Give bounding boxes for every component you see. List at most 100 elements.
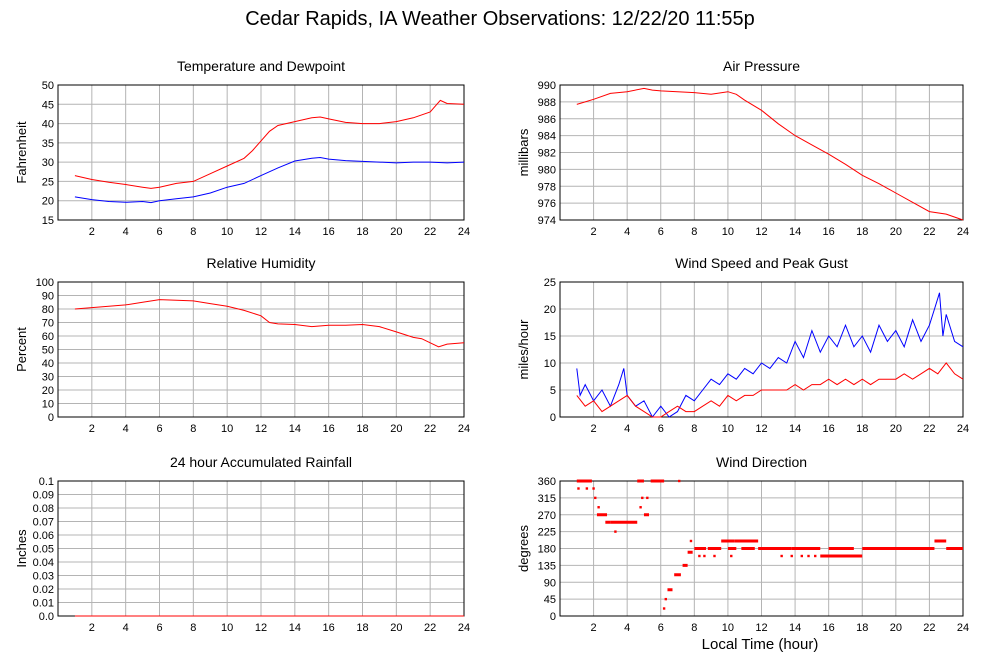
- temp-xtick-label: 14: [289, 226, 301, 238]
- dir-point: [669, 588, 673, 591]
- dir-ytick-label: 180: [538, 544, 556, 556]
- dir-chart: 2 4 6 8 10 12 14 16 18 20 22 2404590135180225270315…: [516, 454, 969, 634]
- dir-point: [585, 487, 589, 490]
- temp-ytick-label: 40: [42, 119, 54, 131]
- dir-xtick-label: 6: [658, 622, 664, 634]
- temp-series-line-1: [74, 156, 465, 204]
- wind-xtick-label: 24: [957, 423, 969, 435]
- dir-point: [639, 506, 642, 509]
- wind-ytick-label: 5: [550, 385, 556, 397]
- temp-xtick-label: 24: [458, 226, 470, 238]
- rh-xtick-label: 6: [156, 423, 162, 435]
- pressure-y-axis-label: millibars: [516, 128, 531, 176]
- temp-xtick-label: 12: [255, 226, 267, 238]
- temp-xtick-label: 10: [221, 226, 233, 238]
- pressure-xtick-label: 24: [957, 226, 969, 238]
- wind-xtick-label: 14: [789, 423, 801, 435]
- rain-xtick-label: 16: [323, 622, 335, 634]
- dir-point: [790, 554, 793, 558]
- dir-xtick-label: 22: [923, 622, 935, 634]
- dir-point: [936, 539, 940, 543]
- pressure-series-line-0: [576, 87, 964, 221]
- pressure-ytick-label: 982: [538, 148, 556, 160]
- dir-ytick-label: 360: [538, 476, 556, 488]
- wind-ytick-label: 10: [544, 358, 556, 370]
- pressure-ytick-label: 980: [538, 164, 556, 176]
- rain-ytick-label: 0.1: [39, 476, 54, 488]
- dir-xtick-label: 4: [624, 622, 630, 634]
- wind-xtick-label: 16: [823, 423, 835, 435]
- rain-xtick-label: 20: [390, 622, 402, 634]
- wind-xtick-label: 4: [624, 423, 630, 435]
- dir-point: [592, 487, 595, 490]
- wind-y-axis-label: miles/hour: [516, 319, 531, 380]
- dir-xtick-label: 16: [823, 622, 835, 634]
- rh-series-line-0: [74, 299, 465, 348]
- dir-xtick-label: 8: [691, 622, 697, 634]
- rh-ytick-label: 10: [42, 399, 54, 411]
- rh-ytick-label: 0: [48, 412, 54, 424]
- rain-xtick-label: 14: [289, 622, 301, 634]
- temp-ytick-label: 30: [42, 157, 54, 169]
- pressure-xtick-label: 2: [591, 226, 597, 238]
- rh-ytick-label: 30: [42, 372, 54, 384]
- temp-ytick-label: 20: [42, 196, 54, 208]
- pressure-xtick-label: 14: [789, 226, 801, 238]
- rh-xtick-label: 16: [323, 423, 335, 435]
- dir-ytick-label: 270: [538, 510, 556, 522]
- wind-title: Wind Speed and Peak Gust: [675, 255, 848, 271]
- temp-xtick-label: 6: [156, 226, 162, 238]
- rh-xtick-label: 20: [390, 423, 402, 435]
- dir-xtick-label: 12: [755, 622, 767, 634]
- temp-ytick-label: 45: [42, 99, 54, 111]
- dir-point: [780, 554, 783, 558]
- wind-ytick-label: 0: [550, 412, 556, 424]
- dir-point: [594, 496, 597, 500]
- dir-title: Wind Direction: [716, 454, 807, 470]
- temp-chart: 2 4 6 8 10 12 14 16 18 20 22 241520253035404550Temp…: [14, 58, 470, 238]
- rain-ytick-label: 0.09: [33, 490, 54, 502]
- wind-plot-border: [559, 281, 964, 418]
- wind-xtick-label: 2: [591, 423, 597, 435]
- dir-point: [662, 607, 666, 610]
- wind-xtick-label: 8: [691, 423, 697, 435]
- pressure-ytick-label: 988: [538, 97, 556, 109]
- temp-ytick-label: 15: [42, 215, 54, 227]
- dir-point: [678, 479, 681, 483]
- rain-chart: 2 4 6 8 10 12 14 16 18 20 22 240.00.010.020.030.040…: [14, 454, 470, 634]
- temp-xtick-label: 16: [323, 226, 335, 238]
- rain-ytick-label: 0.06: [33, 530, 54, 542]
- pressure-xtick-label: 8: [691, 226, 697, 238]
- rh-ytick-label: 50: [42, 345, 54, 357]
- wind-xtick-label: 22: [923, 423, 935, 435]
- rain-xtick-label: 18: [356, 622, 368, 634]
- rh-xtick-label: 12: [255, 423, 267, 435]
- rain-xtick-label: 10: [221, 622, 233, 634]
- pressure-ytick-label: 976: [538, 198, 556, 210]
- pressure-xtick-label: 10: [722, 226, 734, 238]
- temp-series-line-0: [74, 99, 465, 189]
- rh-ytick-label: 40: [42, 358, 54, 370]
- wind-xtick-label: 20: [890, 423, 902, 435]
- dir-ytick-label: 315: [538, 493, 556, 505]
- rh-xtick-label: 18: [356, 423, 368, 435]
- wind-xtick-label: 12: [755, 423, 767, 435]
- dir-point: [800, 554, 803, 558]
- dir-ytick-label: 135: [538, 560, 556, 572]
- pressure-ytick-label: 984: [538, 131, 556, 143]
- temp-xtick-label: 18: [356, 226, 368, 238]
- dir-point: [730, 554, 733, 558]
- wind-xtick-label: 18: [856, 423, 868, 435]
- dir-point: [713, 554, 716, 558]
- rain-y-axis-label: Inches: [14, 529, 29, 568]
- dir-point: [807, 554, 810, 558]
- dir-y-axis-label: degrees: [516, 525, 531, 572]
- rh-y-axis-label: Percent: [14, 327, 29, 372]
- rh-xtick-label: 14: [289, 423, 301, 435]
- wind-xtick-label: 10: [722, 423, 734, 435]
- pressure-xtick-label: 22: [923, 226, 935, 238]
- rh-xtick-label: 24: [458, 423, 470, 435]
- rh-chart: 2 4 6 8 10 12 14 16 18 20 22 2401020304050607080901…: [14, 255, 470, 435]
